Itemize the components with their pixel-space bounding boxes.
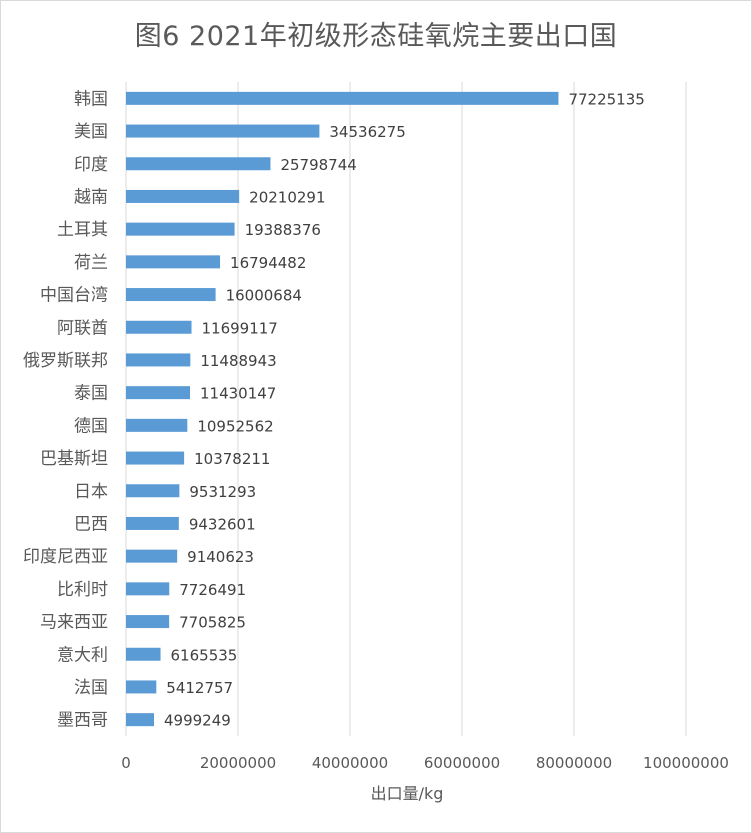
category-label: 俄罗斯联邦 [23,351,108,371]
bar [126,418,188,432]
category-label: 比利时 [57,580,108,600]
data-label: 25798744 [280,156,356,174]
chart-title: 图6 2021年初级形态硅氧烷主要出口国 [134,21,618,52]
category-label: 泰国 [74,384,108,404]
x-tick-label: 20000000 [200,754,276,772]
x-tick-labels: 0 20000000 40000000 60000000 80000000 1000000… [121,754,729,772]
data-label: 10952562 [197,417,273,435]
data-label: 9531293 [189,483,256,501]
category-label: 荷兰 [74,253,108,273]
data-label: 6165535 [171,646,238,664]
bar [126,255,221,269]
gridlines [125,82,687,736]
bar [126,713,154,727]
category-label: 韩国 [74,89,108,109]
bar [126,320,192,334]
data-label: 7726491 [179,581,246,599]
category-label: 巴西 [74,514,108,534]
category-label: 印度尼西亚 [23,547,108,567]
x-tick-label: 100000000 [643,754,729,772]
data-label: 11488943 [200,352,276,370]
category-label: 美国 [74,122,108,142]
category-labels: 韩国美国印度越南土耳其荷兰中国台湾阿联酋俄罗斯联邦泰国德国巴基斯坦日本巴西印度尼… [23,89,108,730]
x-tick-label: 40000000 [312,754,388,772]
bar [126,288,216,302]
data-labels: 77225135 34536275 25798744 20210291 19388376… [164,90,645,729]
data-label: 19388376 [245,221,321,239]
x-tick-label: 0 [121,754,131,772]
category-label: 土耳其 [57,220,108,240]
category-label: 中国台湾 [40,286,108,306]
bar [126,353,191,367]
bar [126,484,180,498]
x-tick-label: 60000000 [424,754,500,772]
category-label: 德国 [74,416,108,436]
data-label: 4999249 [164,712,231,730]
category-label: 印度 [74,155,108,175]
data-label: 9140623 [187,548,254,566]
bar [126,222,235,236]
data-label: 34536275 [329,123,405,141]
bar [126,680,157,694]
category-label: 阿联酋 [57,318,108,338]
data-label: 11430147 [200,385,276,403]
bar [126,615,170,629]
x-axis-title: 出口量/kg [371,784,444,803]
bar [126,189,240,203]
data-label: 77225135 [568,90,644,108]
x-tick-label: 80000000 [536,754,612,772]
category-label: 法国 [74,678,108,698]
bar [126,582,170,596]
data-label: 10378211 [194,450,270,468]
bar [126,549,178,563]
category-label: 日本 [74,482,108,502]
bar [126,124,320,138]
data-label: 5412757 [166,679,233,697]
data-label: 11699117 [202,319,278,337]
bar [126,451,185,465]
data-label: 20210291 [249,188,325,206]
bars [126,91,559,727]
data-label: 7705825 [179,614,246,632]
data-label: 9432601 [189,515,256,533]
category-label: 意大利 [57,645,108,665]
bar [126,647,161,661]
data-label: 16794482 [230,254,306,272]
data-label: 16000684 [226,287,302,305]
bar [126,157,271,171]
category-label: 墨西哥 [57,711,108,731]
category-label: 马来西亚 [40,613,108,633]
bar [126,91,559,105]
category-label: 越南 [74,187,108,207]
category-label: 巴基斯坦 [40,449,108,469]
bar [126,516,179,530]
bar [126,386,191,400]
